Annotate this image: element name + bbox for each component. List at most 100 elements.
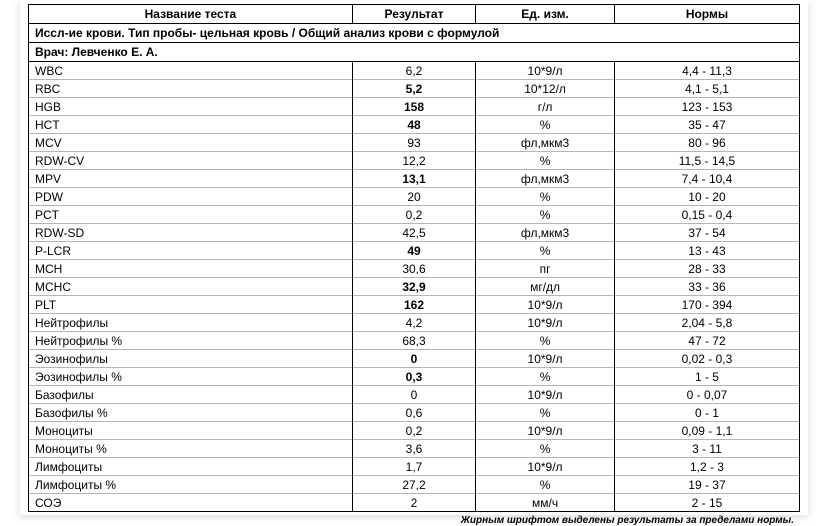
- cell-norm: 1 - 5: [614, 368, 799, 386]
- cell-result: 1,7: [352, 458, 475, 476]
- cell-norm: 0 - 1: [614, 404, 799, 422]
- cell-name: Нейтрофилы %: [29, 332, 353, 350]
- cell-name: Базофилы %: [29, 404, 353, 422]
- footnote: Жирным шрифтом выделены результаты за пр…: [28, 512, 800, 526]
- cell-norm: 47 - 72: [614, 332, 799, 350]
- cell-result: 5,2: [352, 80, 475, 98]
- cell-norm: 0,02 - 0,3: [614, 350, 799, 368]
- cell-norm: 7,4 - 10,4: [614, 170, 799, 188]
- cell-unit: 10*9/л: [476, 458, 615, 476]
- table-row: Моноциты0,210*9/л0,09 - 1,1: [29, 422, 800, 440]
- cell-name: RBC: [29, 80, 353, 98]
- cell-unit: %: [476, 476, 615, 494]
- cell-norm: 0,09 - 1,1: [614, 422, 799, 440]
- cell-name: MPV: [29, 170, 353, 188]
- cell-unit: %: [476, 332, 615, 350]
- cell-name: MCH: [29, 260, 353, 278]
- cell-unit: 10*9/л: [476, 62, 615, 80]
- cell-norm: 11,5 - 14,5: [614, 152, 799, 170]
- cell-name: Базофилы: [29, 386, 353, 404]
- cell-unit: мг/дл: [476, 278, 615, 296]
- cell-name: WBC: [29, 62, 353, 80]
- cell-result: 3,6: [352, 440, 475, 458]
- cell-result: 4,2: [352, 314, 475, 332]
- cell-result: 12,2: [352, 152, 475, 170]
- table-row: HCT48%35 - 47: [29, 116, 800, 134]
- cell-name: RDW-SD: [29, 224, 353, 242]
- cell-unit: %: [476, 188, 615, 206]
- cell-norm: 0,15 - 0,4: [614, 206, 799, 224]
- cell-result: 20: [352, 188, 475, 206]
- cell-norm: 80 - 96: [614, 134, 799, 152]
- table-row: MCHC32,9мг/дл33 - 36: [29, 278, 800, 296]
- cell-result: 42,5: [352, 224, 475, 242]
- cell-result: 30,6: [352, 260, 475, 278]
- table-row: RDW-CV12,2%11,5 - 14,5: [29, 152, 800, 170]
- cell-norm: 3 - 11: [614, 440, 799, 458]
- cell-unit: пг: [476, 260, 615, 278]
- table-row: Лимфоциты %27,2%19 - 37: [29, 476, 800, 494]
- cell-norm: 123 - 153: [614, 98, 799, 116]
- cell-norm: 13 - 43: [614, 242, 799, 260]
- cell-norm: 33 - 36: [614, 278, 799, 296]
- table-row: RBC5,210*12/л4,1 - 5,1: [29, 80, 800, 98]
- table-row: Лимфоциты1,710*9/л1,2 - 3: [29, 458, 800, 476]
- header-unit: Ед. изм.: [476, 5, 615, 24]
- cell-name: Лимфоциты: [29, 458, 353, 476]
- cell-result: 49: [352, 242, 475, 260]
- cell-name: HGB: [29, 98, 353, 116]
- cell-unit: мм/ч: [476, 494, 615, 512]
- cell-norm: 2 - 15: [614, 494, 799, 512]
- cell-name: RDW-CV: [29, 152, 353, 170]
- cell-name: PCT: [29, 206, 353, 224]
- cell-name: HCT: [29, 116, 353, 134]
- cell-unit: %: [476, 242, 615, 260]
- table-row: Базофилы010*9/л0 - 0,07: [29, 386, 800, 404]
- cell-result: 93: [352, 134, 475, 152]
- section-title: Иссл-ие крови. Тип пробы- цельная кровь …: [29, 24, 800, 43]
- cell-name: СОЭ: [29, 494, 353, 512]
- table-row: MCV93фл,мкм380 - 96: [29, 134, 800, 152]
- cell-result: 0,6: [352, 404, 475, 422]
- cell-result: 0,2: [352, 422, 475, 440]
- header-norm: Нормы: [614, 5, 799, 24]
- cell-unit: 10*9/л: [476, 386, 615, 404]
- cell-name: Нейтрофилы: [29, 314, 353, 332]
- cell-unit: 10*12/л: [476, 80, 615, 98]
- cell-unit: 10*9/л: [476, 422, 615, 440]
- cell-result: 0,3: [352, 368, 475, 386]
- cell-name: Лимфоциты %: [29, 476, 353, 494]
- table-row: Эозинофилы010*9/л0,02 - 0,3: [29, 350, 800, 368]
- cell-name: Эозинофилы: [29, 350, 353, 368]
- table-row: PDW20%10 - 20: [29, 188, 800, 206]
- cell-result: 158: [352, 98, 475, 116]
- cell-result: 0: [352, 350, 475, 368]
- cell-name: Эозинофилы %: [29, 368, 353, 386]
- cell-unit: %: [476, 152, 615, 170]
- table-row: MPV13,1фл,мкм37,4 - 10,4: [29, 170, 800, 188]
- table-row: RDW-SD42,5фл,мкм337 - 54: [29, 224, 800, 242]
- cell-unit: фл,мкм3: [476, 170, 615, 188]
- cell-result: 0: [352, 386, 475, 404]
- cell-unit: 10*9/л: [476, 350, 615, 368]
- cell-norm: 4,4 - 11,3: [614, 62, 799, 80]
- table-row: Нейтрофилы %68,3%47 - 72: [29, 332, 800, 350]
- cell-result: 6,2: [352, 62, 475, 80]
- cell-name: Моноциты %: [29, 440, 353, 458]
- cell-norm: 170 - 394: [614, 296, 799, 314]
- cell-result: 32,9: [352, 278, 475, 296]
- cell-norm: 10 - 20: [614, 188, 799, 206]
- cell-name: MCV: [29, 134, 353, 152]
- cell-norm: 2,04 - 5,8: [614, 314, 799, 332]
- cell-unit: г/л: [476, 98, 615, 116]
- table-row: СОЭ2мм/ч2 - 15: [29, 494, 800, 512]
- cell-name: PDW: [29, 188, 353, 206]
- cell-norm: 0 - 0,07: [614, 386, 799, 404]
- cell-norm: 37 - 54: [614, 224, 799, 242]
- table-row: MCH30,6пг28 - 33: [29, 260, 800, 278]
- cell-result: 2: [352, 494, 475, 512]
- table-row: Нейтрофилы4,210*9/л2,04 - 5,8: [29, 314, 800, 332]
- table-row: PLT16210*9/л170 - 394: [29, 296, 800, 314]
- cell-norm: 28 - 33: [614, 260, 799, 278]
- cell-result: 68,3: [352, 332, 475, 350]
